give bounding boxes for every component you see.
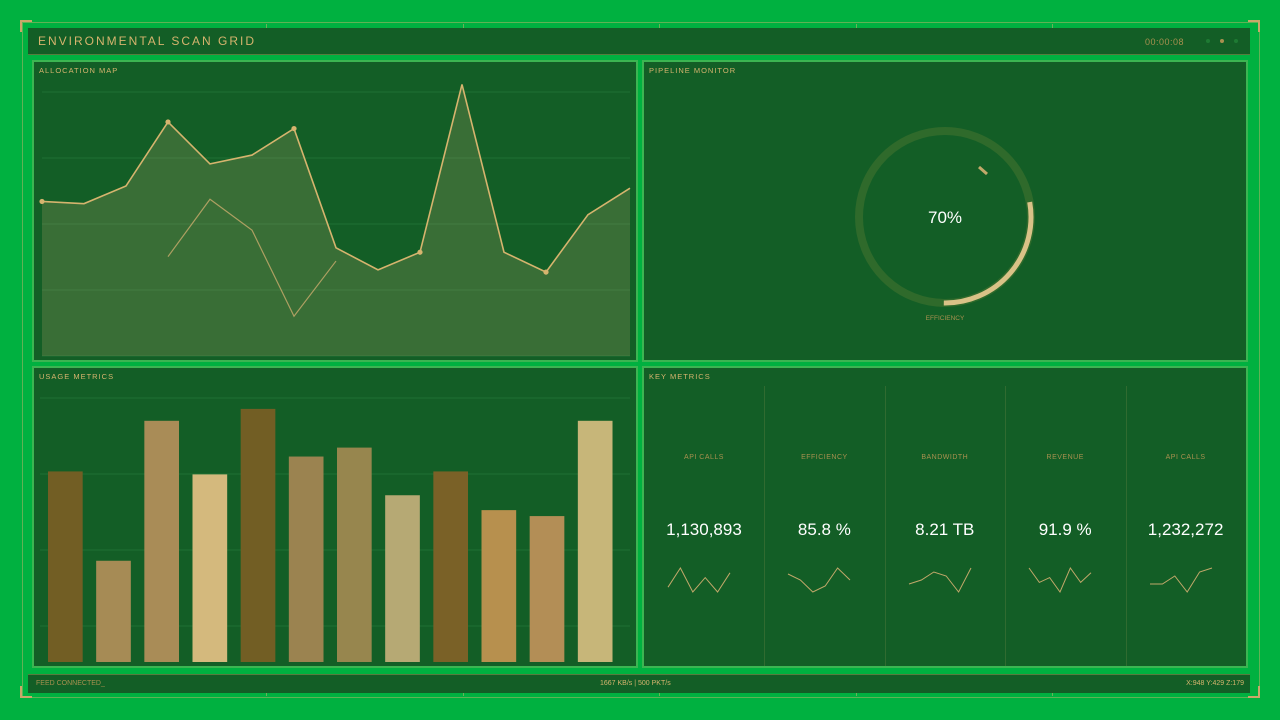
throughput-readout: 1667 KB/s | 500 PKT/s bbox=[600, 680, 671, 687]
kpi-label: BANDWIDTH bbox=[921, 454, 969, 461]
data-point bbox=[291, 125, 297, 132]
frame-tick bbox=[463, 24, 464, 30]
panel-title: KEY METRICS bbox=[649, 372, 711, 381]
sparkline-path bbox=[667, 567, 731, 593]
kpi-value: 85.8 % bbox=[797, 520, 851, 539]
frame-tick bbox=[659, 690, 660, 696]
kpi-label: API CALLS bbox=[1165, 454, 1206, 461]
key-metrics-panel: KEY METRICS API CALLS 1,130,893 EFFICIENCY… bbox=[642, 366, 1248, 668]
kpi-value: 8.21 TB bbox=[915, 520, 975, 539]
bar bbox=[96, 560, 131, 662]
bar bbox=[529, 516, 565, 662]
kpi-card: REVENUE 91.9 % bbox=[1005, 386, 1125, 666]
frame-tick bbox=[463, 690, 464, 696]
bar bbox=[481, 510, 517, 662]
kpi-value: 1,130,893 bbox=[666, 520, 742, 539]
kpi-divider bbox=[764, 386, 766, 666]
sparkline-path bbox=[908, 567, 972, 593]
kpi-divider bbox=[1125, 386, 1127, 666]
status-footer: FEED CONNECTED_ 1667 KB/s | 500 PKT/s X:… bbox=[28, 674, 1250, 693]
gauge-needle bbox=[978, 165, 988, 176]
feed-status: FEED CONNECTED_ bbox=[36, 680, 105, 687]
bar bbox=[288, 456, 324, 662]
data-point bbox=[39, 198, 45, 205]
bar bbox=[337, 447, 372, 662]
bar bbox=[240, 408, 276, 662]
kpi-label: REVENUE bbox=[1046, 454, 1084, 461]
frame-corner bbox=[1248, 20, 1260, 32]
kpi-card: API CALLS 1,232,272 bbox=[1126, 386, 1246, 666]
panel-title: USAGE METRICS bbox=[39, 372, 115, 381]
panel-title: PIPELINE MONITOR bbox=[649, 66, 737, 75]
clock-readout: 00:00:08 bbox=[1144, 37, 1184, 47]
sparkline-path bbox=[1149, 567, 1212, 593]
bar bbox=[48, 471, 83, 662]
allocation-map-panel: ALLOCATION MAP bbox=[32, 60, 638, 362]
series-line bbox=[41, 84, 631, 274]
usage-bar-chart bbox=[40, 397, 630, 662]
bar bbox=[144, 420, 180, 662]
pipeline-monitor-panel: PIPELINE MONITOR 70% EFFICIENCY bbox=[642, 60, 1248, 362]
frame-corner bbox=[1248, 686, 1260, 698]
panel-title: ALLOCATION MAP bbox=[39, 66, 119, 75]
bar bbox=[192, 474, 228, 662]
status-dot-icon bbox=[1234, 39, 1238, 43]
bar bbox=[385, 495, 420, 662]
frame-tick bbox=[1052, 24, 1053, 30]
kpi-card: BANDWIDTH 8.21 TB bbox=[885, 386, 1005, 666]
kpi-divider bbox=[884, 386, 886, 666]
series-area bbox=[42, 84, 630, 356]
kpi-value: 1,232,272 bbox=[1147, 520, 1224, 539]
secondary-series-line bbox=[167, 198, 337, 318]
kpi-sparkline bbox=[1028, 566, 1092, 594]
frame-tick bbox=[266, 24, 267, 30]
data-point bbox=[417, 249, 423, 255]
kpi-divider bbox=[1005, 386, 1007, 666]
outer-frame bbox=[22, 22, 1260, 698]
gauge-label: EFFICIENCY bbox=[926, 315, 965, 322]
kpi-label: EFFICIENCY bbox=[801, 454, 848, 461]
sparkline-path bbox=[788, 567, 851, 593]
gauge-progress-arc bbox=[943, 201, 1034, 306]
kpi-label: API CALLS bbox=[684, 454, 724, 461]
gauge-value: 70% bbox=[928, 208, 962, 227]
kpi-card: API CALLS 1,130,893 bbox=[644, 386, 764, 666]
frame-tick bbox=[856, 690, 857, 696]
frame-tick bbox=[856, 24, 857, 30]
status-dot-icon bbox=[1220, 39, 1224, 43]
kpi-sparkline bbox=[788, 567, 851, 593]
coordinate-readout: X:948 Y:429 Z:179 bbox=[1186, 680, 1244, 687]
bar bbox=[577, 420, 613, 662]
frame-tick bbox=[1052, 690, 1053, 696]
bar bbox=[433, 471, 469, 662]
sparkline-path bbox=[1028, 566, 1092, 594]
allocation-area-chart bbox=[39, 84, 631, 357]
kpi-sparkline bbox=[667, 567, 731, 593]
data-point bbox=[543, 269, 549, 275]
kpi-sparkline bbox=[908, 567, 972, 593]
frame-tick bbox=[266, 690, 267, 696]
efficiency-gauge: 70% EFFICIENCY bbox=[855, 127, 1035, 322]
frame-corner bbox=[20, 686, 32, 698]
header-bar: ENVIRONMENTAL SCAN GRID 00:00:08 bbox=[28, 28, 1250, 55]
data-point bbox=[165, 119, 171, 125]
frame-tick bbox=[659, 24, 660, 30]
kpi-card: EFFICIENCY 85.8 % bbox=[764, 386, 884, 666]
usage-metrics-panel: USAGE METRICS bbox=[32, 366, 638, 668]
kpi-value: 91.9 % bbox=[1038, 520, 1092, 539]
kpi-sparkline bbox=[1149, 567, 1212, 593]
status-dot-icon bbox=[1206, 39, 1210, 43]
page-title: ENVIRONMENTAL SCAN GRID bbox=[38, 34, 257, 48]
frame-corner bbox=[20, 20, 32, 32]
